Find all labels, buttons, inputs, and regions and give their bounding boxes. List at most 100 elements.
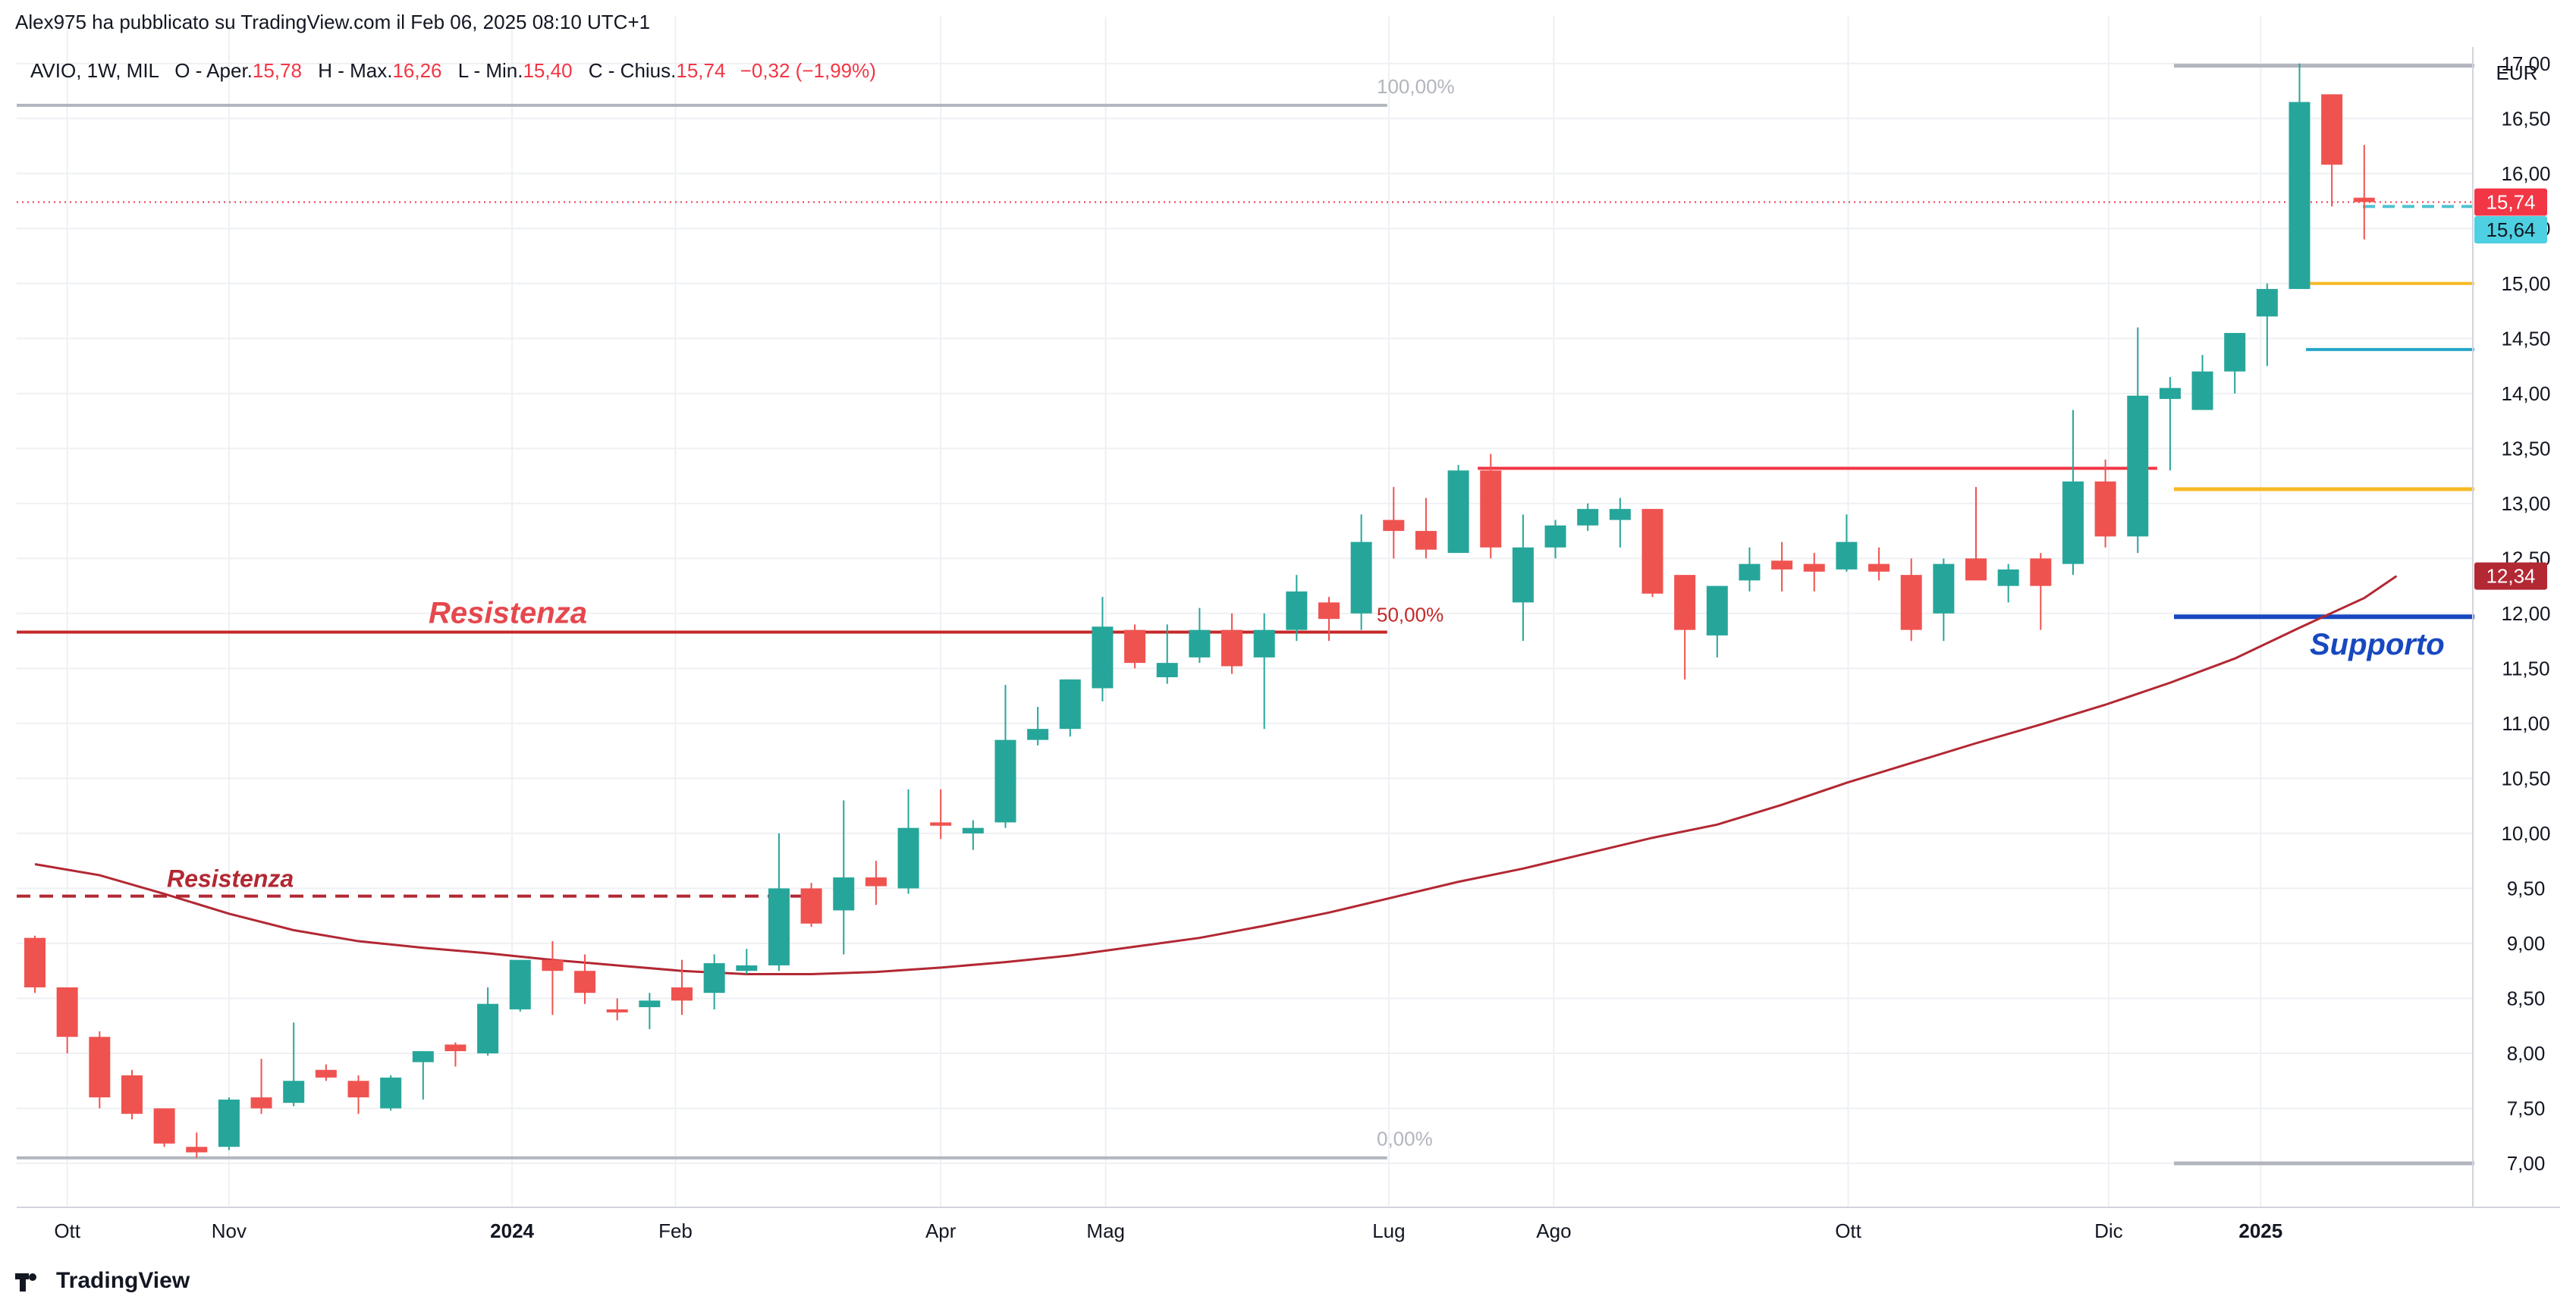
candle-body-up (994, 739, 1016, 823)
candle-body-up (1447, 470, 1469, 554)
candle-body-up (477, 1003, 499, 1053)
candle-body-down (24, 937, 46, 987)
candle-body-up (1092, 626, 1114, 689)
fib-50-label: 50,00% (1377, 604, 1444, 626)
second-price-badge: 15,64 (2486, 218, 2535, 241)
candle-body-up (639, 1000, 661, 1008)
candle-body-down (671, 987, 693, 1001)
candle-body-down (1900, 575, 1922, 630)
fib-100-label: 100,00% (1377, 75, 1455, 98)
candle-body-down (1674, 575, 1696, 630)
y-tick-label: 11,00 (2502, 712, 2549, 735)
time-axis[interactable]: Ott Nov 2024 Feb Apr Mag Lug Ago Ott Dic 2025 (17, 1207, 2560, 1242)
candle-body-down (186, 1147, 208, 1153)
symbol-legend: AVIO, 1W, MIL O - Aper.15,78 H - Max.16,… (30, 59, 876, 83)
candle-body-up (2062, 481, 2084, 564)
y-tick-label: 10,50 (2501, 767, 2550, 789)
close-label: C - Chius. (588, 59, 677, 82)
candle-body-down (347, 1081, 369, 1097)
y-tick-label: 16,00 (2501, 162, 2550, 185)
candle-body-down (1480, 470, 1502, 548)
candle-body-up (1997, 569, 2019, 586)
candle-body-up (736, 965, 758, 971)
fib-0-label: 0,00% (1377, 1128, 1433, 1150)
y-tick-label: 7,00 (2507, 1152, 2546, 1175)
candle-body-up (283, 1081, 305, 1103)
x-tick-label: Nov (212, 1219, 247, 1242)
x-tick-label: Dic (2094, 1219, 2123, 1242)
candle-body-up (2256, 289, 2278, 317)
moving-average (34, 575, 2398, 976)
candle-body-down (56, 987, 78, 1037)
candle-body-down (2030, 558, 2052, 586)
candle-body-up (703, 963, 725, 993)
y-tick-label: 13,00 (2501, 492, 2550, 515)
currency-label: EUR (2496, 61, 2538, 84)
candle-body-up (833, 877, 855, 911)
candle-body-up (412, 1051, 434, 1062)
candle-body-up (2159, 388, 2181, 400)
open-value: 15,78 (252, 59, 302, 82)
candle-body-down (1641, 509, 1663, 594)
candle-body-up (1253, 629, 1275, 658)
candle-body-down (250, 1097, 272, 1109)
symbol-name: AVIO, 1W, MIL (30, 59, 159, 82)
y-tick-label: 8,00 (2507, 1042, 2546, 1065)
candle-body-up (1189, 629, 1211, 658)
candle-body-up (768, 888, 790, 965)
y-tick-label: 15,00 (2501, 272, 2550, 295)
last-price-badge-bg (2474, 188, 2547, 216)
close-value: 15,74 (676, 59, 726, 82)
y-tick-label: 14,50 (2501, 327, 2550, 350)
candle-body-down (445, 1044, 467, 1052)
candle-body-up (218, 1099, 240, 1147)
candle-body-down (1124, 629, 1146, 664)
brand-name: TradingView (56, 1268, 190, 1293)
candle-body-up (2191, 371, 2213, 410)
candle-body-down (865, 877, 887, 887)
overlay-labels: 100,00% 0,00% 50,00% Resistenza Resistenza Su… (167, 75, 2445, 1150)
price-axis[interactable]: 7,00 7,50 8,00 8,50 9,00 9,50 10,00 10,50 11,00 1… (2472, 47, 2551, 1207)
candle-body-up (2224, 333, 2246, 372)
candle-body-down (121, 1075, 143, 1114)
candle-body-down (2321, 94, 2343, 165)
moving-average-line (34, 575, 2398, 976)
high-label: H - Max. (318, 59, 393, 82)
candle-body-down (1383, 519, 1405, 532)
candle-body-down (1318, 602, 1340, 620)
y-tick-label: 10,00 (2501, 822, 2550, 845)
candle-body-down (89, 1037, 111, 1097)
candle-body-down (153, 1108, 175, 1144)
x-tick-label: Ago (1536, 1219, 1571, 1242)
candle-body-up (1706, 585, 1728, 636)
tradingview-logo[interactable]: TradingView (15, 1268, 190, 1294)
candle-body-down (930, 822, 952, 826)
x-tick-label: Ott (1835, 1219, 1861, 1242)
candle-body-up (2289, 102, 2311, 290)
ma-value-badge-bg (2474, 562, 2547, 590)
candle-body-up (1286, 591, 1308, 630)
candle-body-up (1836, 541, 1858, 570)
last-price-badge: 15,74 (2486, 190, 2535, 213)
y-tick-label: 9,00 (2507, 932, 2546, 955)
candle-body-down (2353, 197, 2375, 202)
publisher-line: Alex975 ha pubblicato su TradingView.com… (15, 11, 651, 33)
y-tick-label: 14,00 (2501, 382, 2550, 405)
candle-body-up (2127, 395, 2149, 537)
x-tick-label: 2024 (490, 1219, 534, 1242)
x-tick-label: Mag (1086, 1219, 1125, 1242)
candle-body-up (1609, 509, 1631, 520)
candle-body-down (606, 1009, 628, 1012)
candle-body-up (897, 827, 919, 889)
candle-body-down (574, 971, 596, 993)
x-tick-label: Lug (1372, 1219, 1405, 1242)
y-tick-label: 13,50 (2501, 437, 2550, 460)
x-tick-label: Feb (658, 1219, 693, 1242)
candle-body-up (1933, 563, 1955, 614)
candle-body-down (1415, 531, 1437, 550)
candle-body-up (1350, 541, 1372, 614)
x-tick-label: 2025 (2238, 1219, 2282, 1242)
candle-body-down (1965, 558, 1987, 581)
tradingview-logo-icon (15, 1270, 49, 1292)
